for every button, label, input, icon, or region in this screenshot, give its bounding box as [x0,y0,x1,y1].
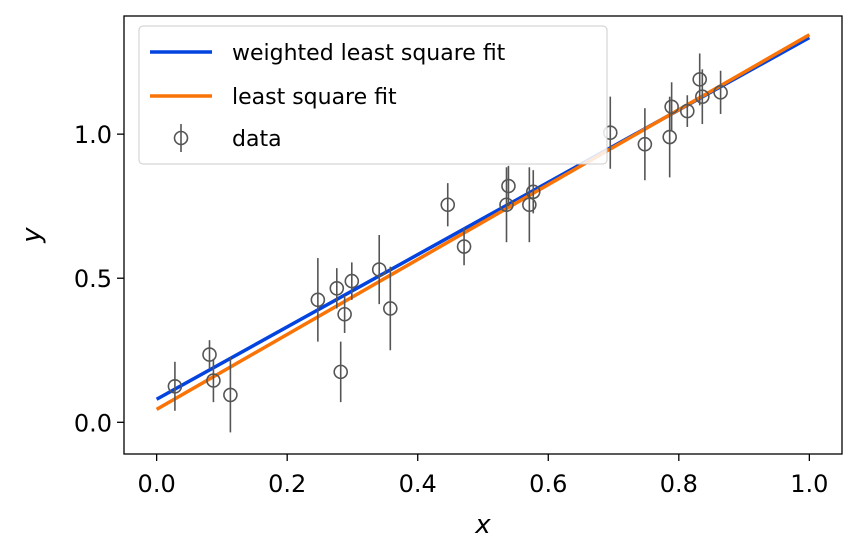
legend-swatch-data [173,124,189,152]
data-marker [522,197,537,213]
y-axis: 0.0 0.5 1.0 [74,121,124,437]
data-marker [637,136,653,152]
data-marker [371,262,387,277]
data-marker [223,387,238,403]
data-marker [456,239,472,254]
data-point [202,340,217,369]
data-marker [662,129,677,145]
data-marker [337,306,352,322]
data-marker [310,292,326,308]
data-marker [499,197,514,213]
data-points [167,53,728,433]
data-marker [713,85,728,100]
data-point [329,268,345,309]
data-point [383,266,398,351]
data-point [637,108,653,181]
legend: weighted least square fit least square f… [138,25,608,165]
plot-frame [123,15,843,455]
y-tick-label: 0.0 [74,409,112,437]
data-point [713,70,728,114]
data-marker [206,373,221,388]
legend-label-weighted-fit: weighted least square fit [232,41,506,66]
data-point [337,295,352,333]
x-tick-label: 1.0 [790,470,828,498]
data-point [440,183,456,227]
data-marker [167,378,183,394]
data-point [525,170,541,214]
data-point [333,341,349,403]
data-point [167,361,183,411]
x-axis: 0.0 0.2 0.4 0.6 0.8 1.0 [138,454,828,498]
data-marker [525,184,541,200]
data-marker [664,99,679,115]
y-tick-label: 1.0 [74,121,112,149]
y-tick-label: 0.5 [74,265,112,293]
data-marker [333,364,349,380]
fit-lines [155,33,811,411]
data-point [501,165,516,207]
x-tick-label: 0.0 [138,470,176,498]
x-tick-label: 0.2 [268,470,306,498]
data-point [664,82,679,132]
legend-label-data: data [232,127,282,152]
x-tick-label: 0.6 [529,470,567,498]
x-tick-label: 0.8 [660,470,698,498]
data-marker [501,178,516,194]
data-marker [202,347,217,362]
legend-marker [173,130,189,146]
x-axis-label: x [474,510,491,540]
data-point [695,69,710,125]
data-marker [692,72,708,87]
data-marker [695,89,710,104]
legend-label-least-square-fit: least square fit [232,85,397,110]
data-point [522,167,537,243]
data-point [456,227,472,266]
data-point [680,95,695,127]
data-point [662,96,677,178]
data-marker [329,281,345,296]
data-marker [440,197,456,213]
data-point [692,53,708,106]
data-marker [344,273,360,289]
x-tick-label: 0.4 [399,470,437,498]
least-square-fit-line [155,33,811,411]
data-point [206,358,221,403]
data-marker [680,103,695,119]
data-point [371,235,387,305]
data-marker [383,301,398,316]
data-point [223,357,238,433]
data-point [310,258,326,342]
legend-box [138,25,608,165]
y-axis-label: y [17,227,47,244]
data-point [344,262,360,300]
